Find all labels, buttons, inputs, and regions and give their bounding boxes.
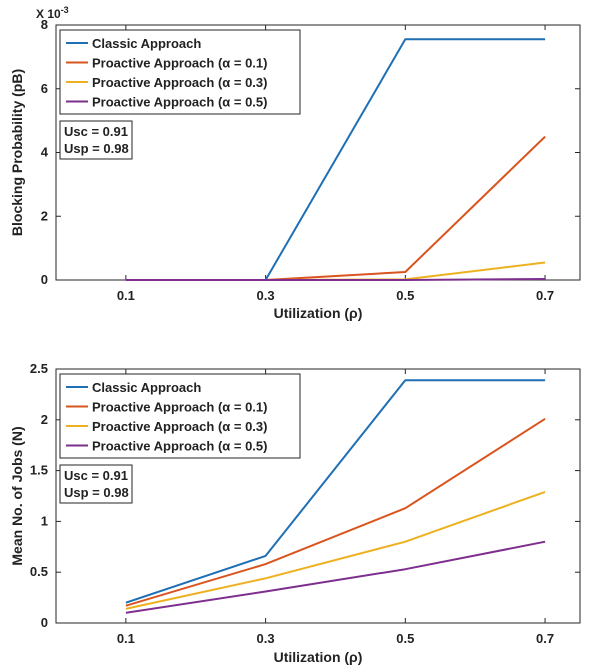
y-tick-label: 0: [41, 615, 48, 630]
annotation-text: Usc = 0.91: [64, 124, 128, 139]
series-line-3: [125, 490, 546, 610]
y-axis-label: Mean No. of Jobs (N): [9, 426, 25, 565]
series-line-1: [125, 379, 546, 604]
x-axis-label: Utilization (ρ): [274, 649, 363, 665]
legend-box: [59, 373, 301, 459]
legend-label: Proactive Approach (α = 0.3): [92, 419, 267, 434]
x-tick-label: 0.3: [257, 631, 275, 646]
series-line-4: [125, 540, 546, 614]
y-tick-label: 2.5: [30, 361, 48, 376]
series-line-2: [125, 417, 546, 607]
y-tick-label: 0: [41, 272, 48, 287]
legend-label: Proactive Approach (α = 0.5): [92, 95, 267, 110]
y-tick-label: 2: [41, 208, 48, 223]
annotation-text: Usc = 0.91: [64, 468, 128, 483]
annotation-box: [59, 120, 133, 160]
y-axis-label: Blocking Probability (pB): [9, 69, 25, 236]
legend-label: Classic Approach: [92, 380, 201, 395]
x-tick-label: 0.7: [536, 631, 554, 646]
annotation-text: Usp = 0.98: [64, 141, 129, 156]
x-tick-label: 0.7: [536, 288, 554, 303]
legend-label: Proactive Approach (α = 0.5): [92, 439, 267, 454]
y-tick-label: 1: [41, 513, 48, 528]
y-tick-label: 6: [41, 81, 48, 96]
legend-label: Proactive Approach (α = 0.1): [92, 56, 267, 71]
legend-label: Classic Approach: [92, 36, 201, 51]
y-tick-label: 8: [41, 17, 48, 32]
chart-1: 0.1 0.3 0.5 0.7 0 2 4 6 8X 10-3 Utilization (ρ) Bl…: [9, 5, 581, 321]
x-tick-label: 0.1: [117, 288, 135, 303]
y-exponent-label: X 10-3: [36, 5, 69, 21]
series-line-4: [125, 278, 546, 281]
x-axis-label: Utilization (ρ): [274, 305, 363, 321]
legend-label: Proactive Approach (α = 0.1): [92, 400, 267, 415]
x-tick-label: 0.3: [257, 288, 275, 303]
annotation-text: Usp = 0.98: [64, 485, 129, 500]
legend-box: [59, 29, 301, 115]
chart-2: 0.1 0.3 0.5 0.7 0 0.5 1 1.5 2 2.5 Utilization (ρ) M…: [9, 361, 581, 665]
series-line-3: [125, 261, 546, 281]
annotation-box: [59, 464, 133, 504]
legend-label: Proactive Approach (α = 0.3): [92, 75, 267, 90]
y-tick-label: 2: [41, 412, 48, 427]
plot-area-frame: [55, 368, 581, 624]
x-tick-label: 0.1: [117, 631, 135, 646]
y-tick-label: 4: [41, 145, 49, 160]
x-tick-label: 0.5: [396, 631, 414, 646]
y-tick-label: 1.5: [30, 463, 48, 478]
y-tick-label: 0.5: [30, 564, 48, 579]
x-tick-label: 0.5: [396, 288, 414, 303]
